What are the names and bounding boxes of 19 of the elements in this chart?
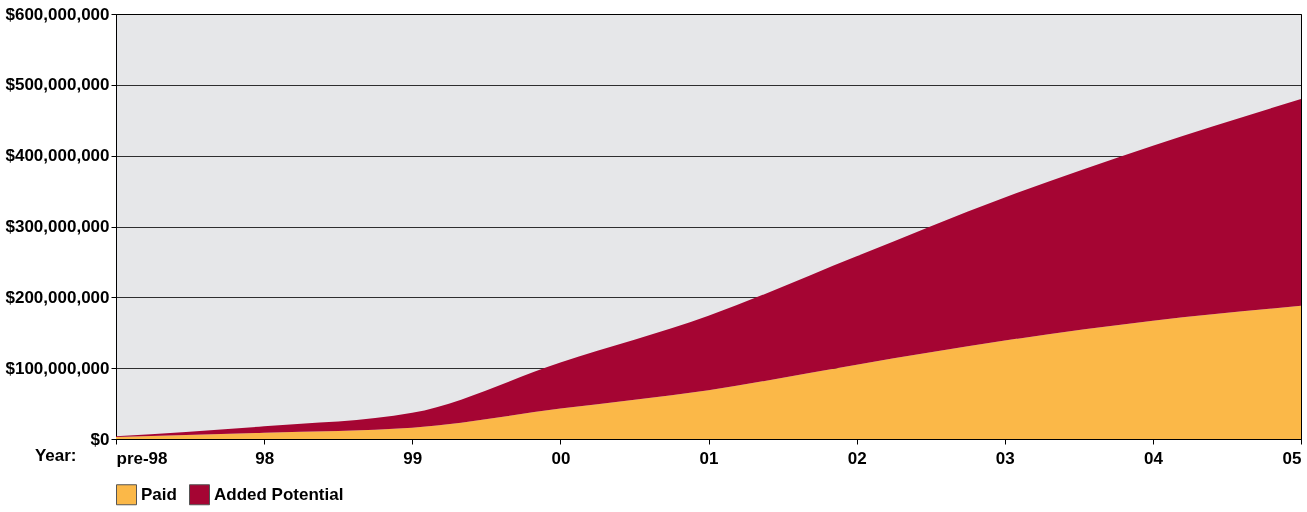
- legend-label: Paid: [141, 484, 177, 504]
- y-tick-label: $0: [90, 429, 110, 449]
- x-tick-label: 99: [403, 448, 423, 468]
- legend-label: Added Potential: [214, 484, 344, 504]
- x-tick-label: 98: [255, 448, 275, 468]
- x-tick-label: 03: [995, 448, 1015, 468]
- y-tick-label: $200,000,000: [5, 287, 110, 307]
- x-tick-label: 02: [847, 448, 867, 468]
- x-tick-label: 01: [699, 448, 719, 468]
- y-tick-label: $300,000,000: [5, 217, 110, 236]
- y-tick-label: $600,000,000: [5, 4, 110, 24]
- x-tick-label: 05: [1282, 448, 1302, 468]
- y-tick-label: $400,000,000: [5, 146, 110, 166]
- x-tick-label: 00: [551, 448, 571, 468]
- x-tick-label: pre-98: [116, 448, 168, 468]
- x-axis-title: Year:: [34, 445, 77, 465]
- y-tick-label: $100,000,000: [5, 358, 110, 378]
- x-tick-label: 04: [1143, 448, 1164, 468]
- y-tick-label: $500,000,000: [5, 75, 110, 95]
